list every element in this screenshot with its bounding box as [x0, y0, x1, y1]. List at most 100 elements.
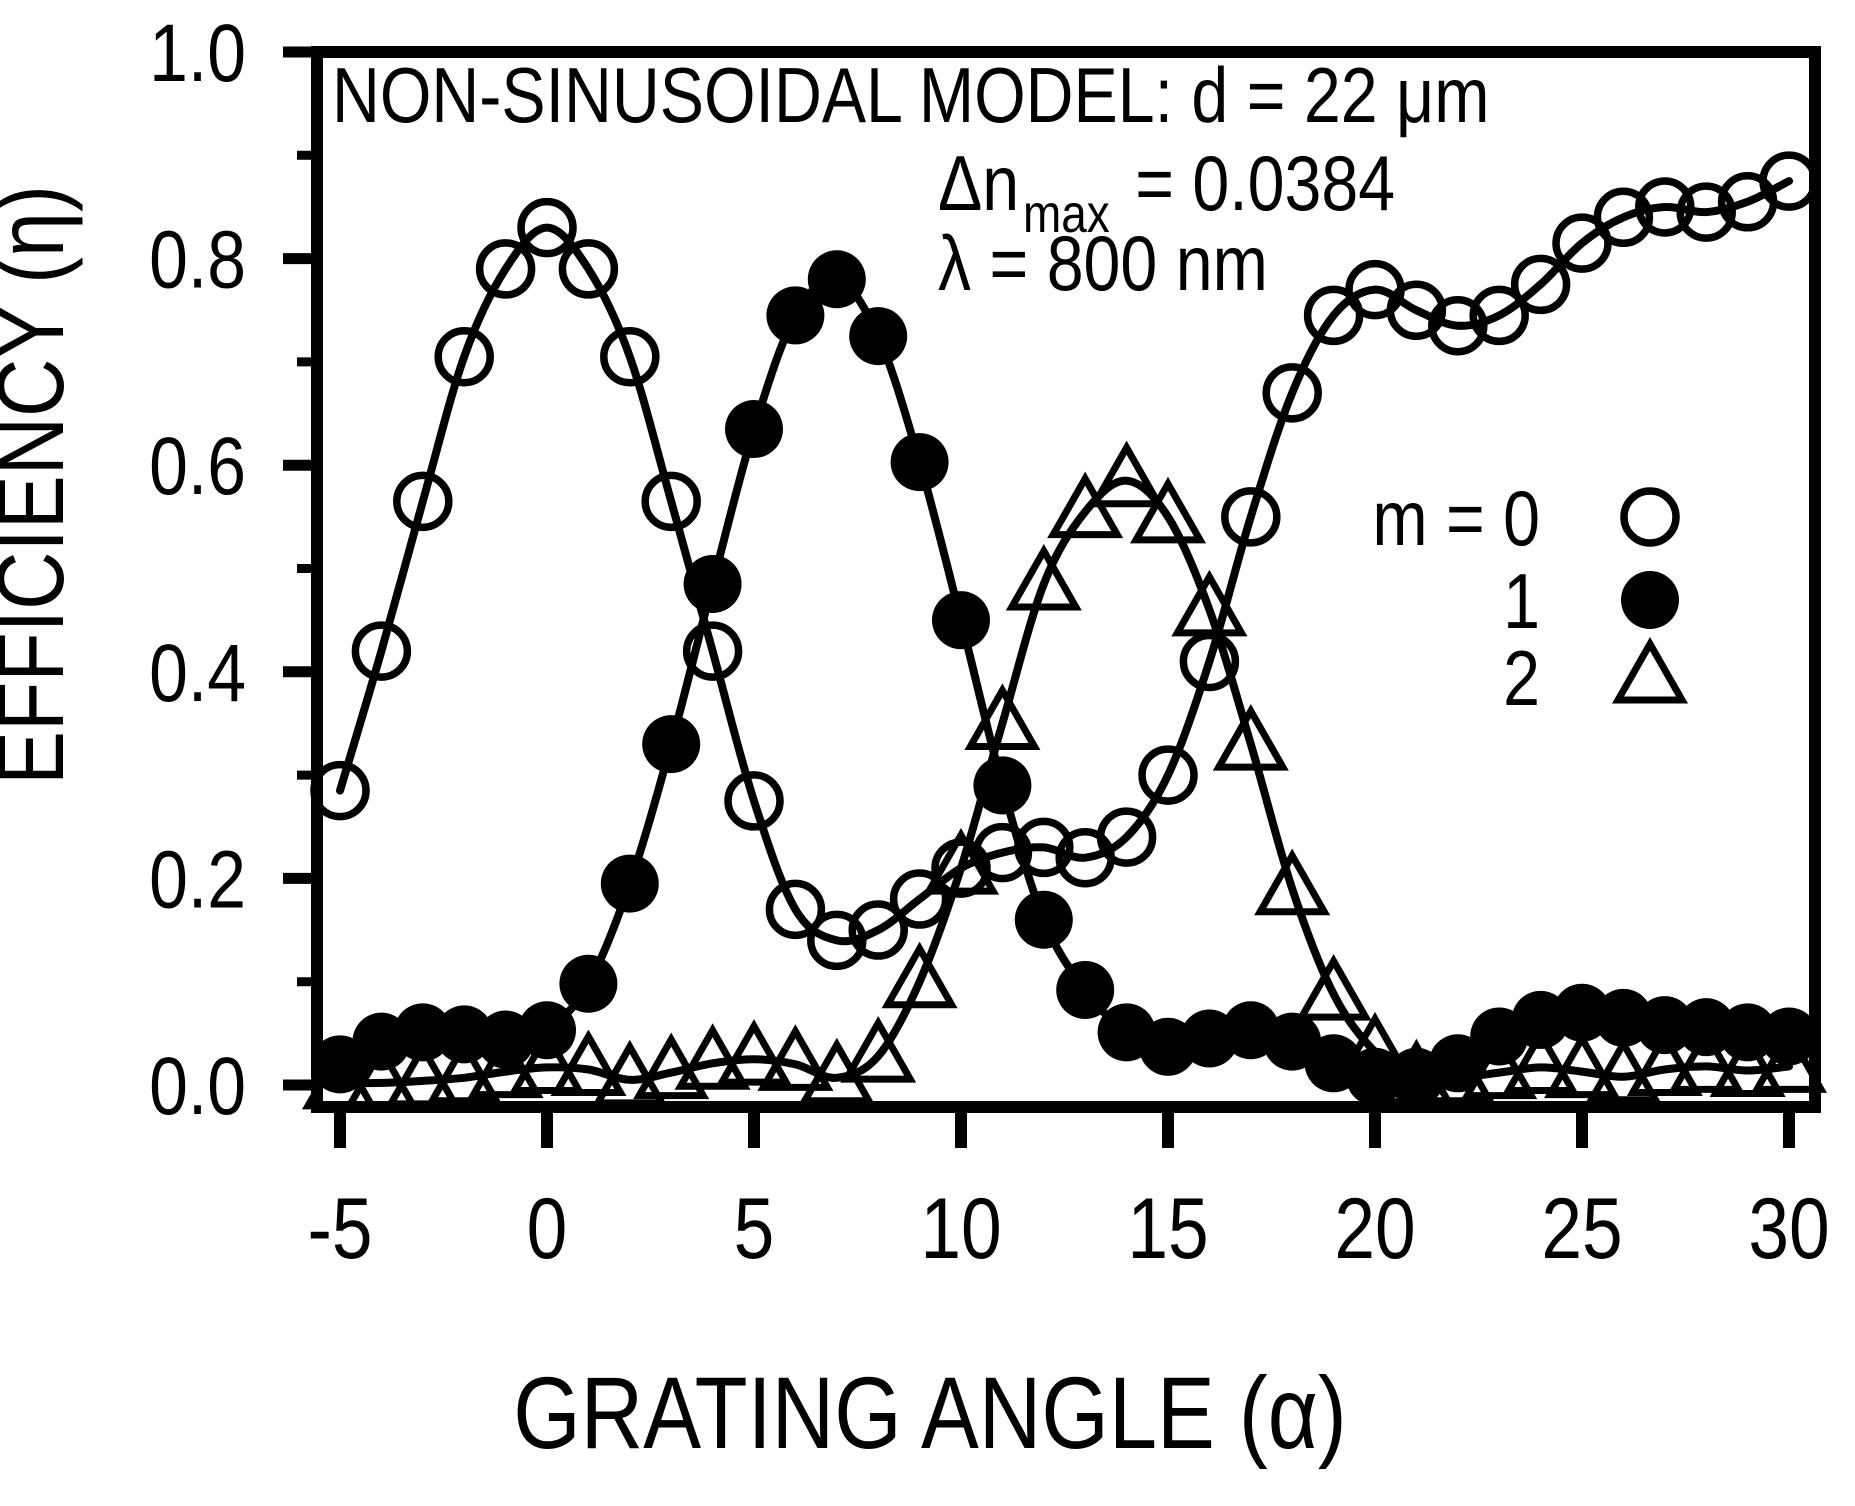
open-circle-marker — [1221, 487, 1281, 547]
x-axis-title: GRATING ANGLE (α) — [513, 1356, 1347, 1470]
open-triangle-marker — [1626, 1029, 1703, 1097]
open-triangle-marker — [1212, 704, 1289, 771]
open-triangle-marker — [1088, 440, 1165, 508]
y-axis-title-group: EFFICIENCY (η) — [0, 185, 83, 785]
legend-label-m0: m = 0 — [1372, 475, 1540, 562]
x-tick-label: 30 — [1748, 1180, 1829, 1276]
open-circle-marker — [1096, 807, 1157, 867]
open-circle-marker — [1138, 745, 1198, 805]
open-circle-marker — [1428, 295, 1488, 356]
legend-markers — [1611, 487, 1689, 704]
open-triangle-marker — [1502, 1027, 1579, 1094]
x-axis-tick-labels: -5 0 5 10 15 20 25 30 — [308, 1180, 1830, 1276]
open-circle-marker — [1676, 182, 1736, 242]
y-tick-label: 0.8 — [149, 214, 246, 306]
open-circle-marker — [807, 910, 867, 971]
open-triangle-marker — [1461, 1032, 1538, 1100]
y-tick-label: 0.6 — [149, 421, 246, 513]
open-circle-marker — [1635, 177, 1695, 237]
open-circle-marker — [972, 822, 1033, 883]
x-tick-label: 10 — [920, 1180, 1001, 1276]
open-triangle-marker — [1295, 954, 1372, 1021]
y-axis-tick-labels: 0.0 0.2 0.4 0.6 0.8 1.0 — [149, 8, 246, 1133]
open-triangle-marker — [1585, 1036, 1662, 1104]
x-tick-label: 25 — [1541, 1180, 1622, 1276]
open-triangle-marker — [1668, 1026, 1745, 1093]
open-triangle-marker — [1005, 543, 1082, 611]
y-tick-label: 0.4 — [149, 628, 246, 720]
legend-label-m2: 2 — [1503, 635, 1540, 722]
filled-circle-marker — [725, 400, 783, 459]
filled-circle-marker — [1621, 571, 1679, 629]
open-circle-marker — [475, 239, 536, 299]
open-circle-marker — [517, 197, 577, 258]
legend-label-m1: 1 — [1503, 558, 1540, 645]
filled-circle-marker — [807, 250, 866, 309]
data-series-layer — [301, 151, 1828, 1110]
open-triangle-marker — [1336, 1011, 1414, 1079]
open-circle-marker — [600, 326, 660, 387]
open-circle-marker — [889, 869, 950, 929]
y-tick-label: 0.2 — [149, 834, 246, 926]
filled-circle-marker — [393, 1003, 452, 1062]
open-triangle-marker — [1171, 569, 1248, 637]
open-triangle-marker — [426, 1037, 503, 1105]
x-axis-ticks — [334, 1110, 1795, 1148]
filled-circle-marker — [683, 554, 742, 613]
open-triangle-marker — [715, 1019, 793, 1086]
open-triangle-marker — [674, 1023, 751, 1090]
open-triangle-marker — [467, 1031, 544, 1099]
filled-circle-marker — [642, 715, 701, 774]
open-triangle-marker — [964, 683, 1041, 750]
open-triangle-marker — [508, 1027, 586, 1094]
open-circle-marker — [434, 326, 494, 387]
y-tick-label: 1.0 — [149, 8, 246, 100]
open-triangle-marker — [1254, 848, 1331, 916]
open-circle-marker — [1620, 487, 1680, 547]
filled-circle-marker — [932, 591, 990, 650]
open-circle-marker — [1593, 187, 1654, 248]
filled-circle-marker — [559, 954, 618, 1013]
y-tick-label: 0.0 — [149, 1041, 246, 1133]
plot-title: NON-SINUSOIDAL MODEL: d = 22 μm — [332, 52, 1489, 139]
filled-circle-marker — [890, 433, 949, 492]
x-tick-label: 15 — [1127, 1180, 1208, 1276]
x-tick-label: 20 — [1334, 1180, 1415, 1276]
open-circle-marker — [558, 239, 619, 299]
series-m1 — [311, 250, 1818, 1106]
filled-circle-marker — [849, 307, 908, 366]
open-circle-marker — [724, 771, 784, 831]
open-triangle-marker — [1709, 1030, 1786, 1098]
open-triangle-marker — [633, 1032, 710, 1100]
annotation-delta-n-value: = 0.0384 — [1135, 140, 1395, 227]
filled-circle-marker — [600, 854, 659, 913]
filled-circle-marker — [766, 286, 825, 345]
open-circle-marker — [682, 621, 743, 681]
open-circle-marker — [351, 621, 412, 681]
x-tick-label: 0 — [527, 1180, 568, 1276]
open-triangle-marker — [1750, 1026, 1828, 1093]
filled-circle-marker — [1014, 890, 1073, 949]
open-triangle-marker — [757, 1024, 834, 1091]
open-triangle-marker — [1419, 1037, 1496, 1105]
open-triangle-marker — [922, 828, 1000, 895]
filled-circle-marker — [1635, 996, 1694, 1055]
open-circle-marker — [848, 900, 908, 960]
open-circle-marker — [641, 471, 701, 532]
plot-frame — [311, 46, 1821, 1113]
open-circle-marker — [1303, 285, 1364, 346]
open-triangle-marker — [840, 1016, 917, 1083]
open-triangle-marker — [550, 1029, 627, 1097]
open-triangle-marker — [881, 941, 958, 1009]
open-triangle-marker — [1543, 1031, 1621, 1099]
series-line — [336, 476, 1793, 1088]
filled-circle-marker — [1056, 960, 1115, 1019]
x-tick-label: -5 — [308, 1180, 373, 1276]
open-triangle-marker — [1611, 636, 1689, 704]
x-tick-label: 5 — [734, 1180, 775, 1276]
annotation-delta-n-subscript: max — [1023, 184, 1110, 244]
open-circle-marker — [1469, 285, 1529, 346]
annotation-delta-n: Δn max = 0.0384 — [938, 140, 1395, 244]
